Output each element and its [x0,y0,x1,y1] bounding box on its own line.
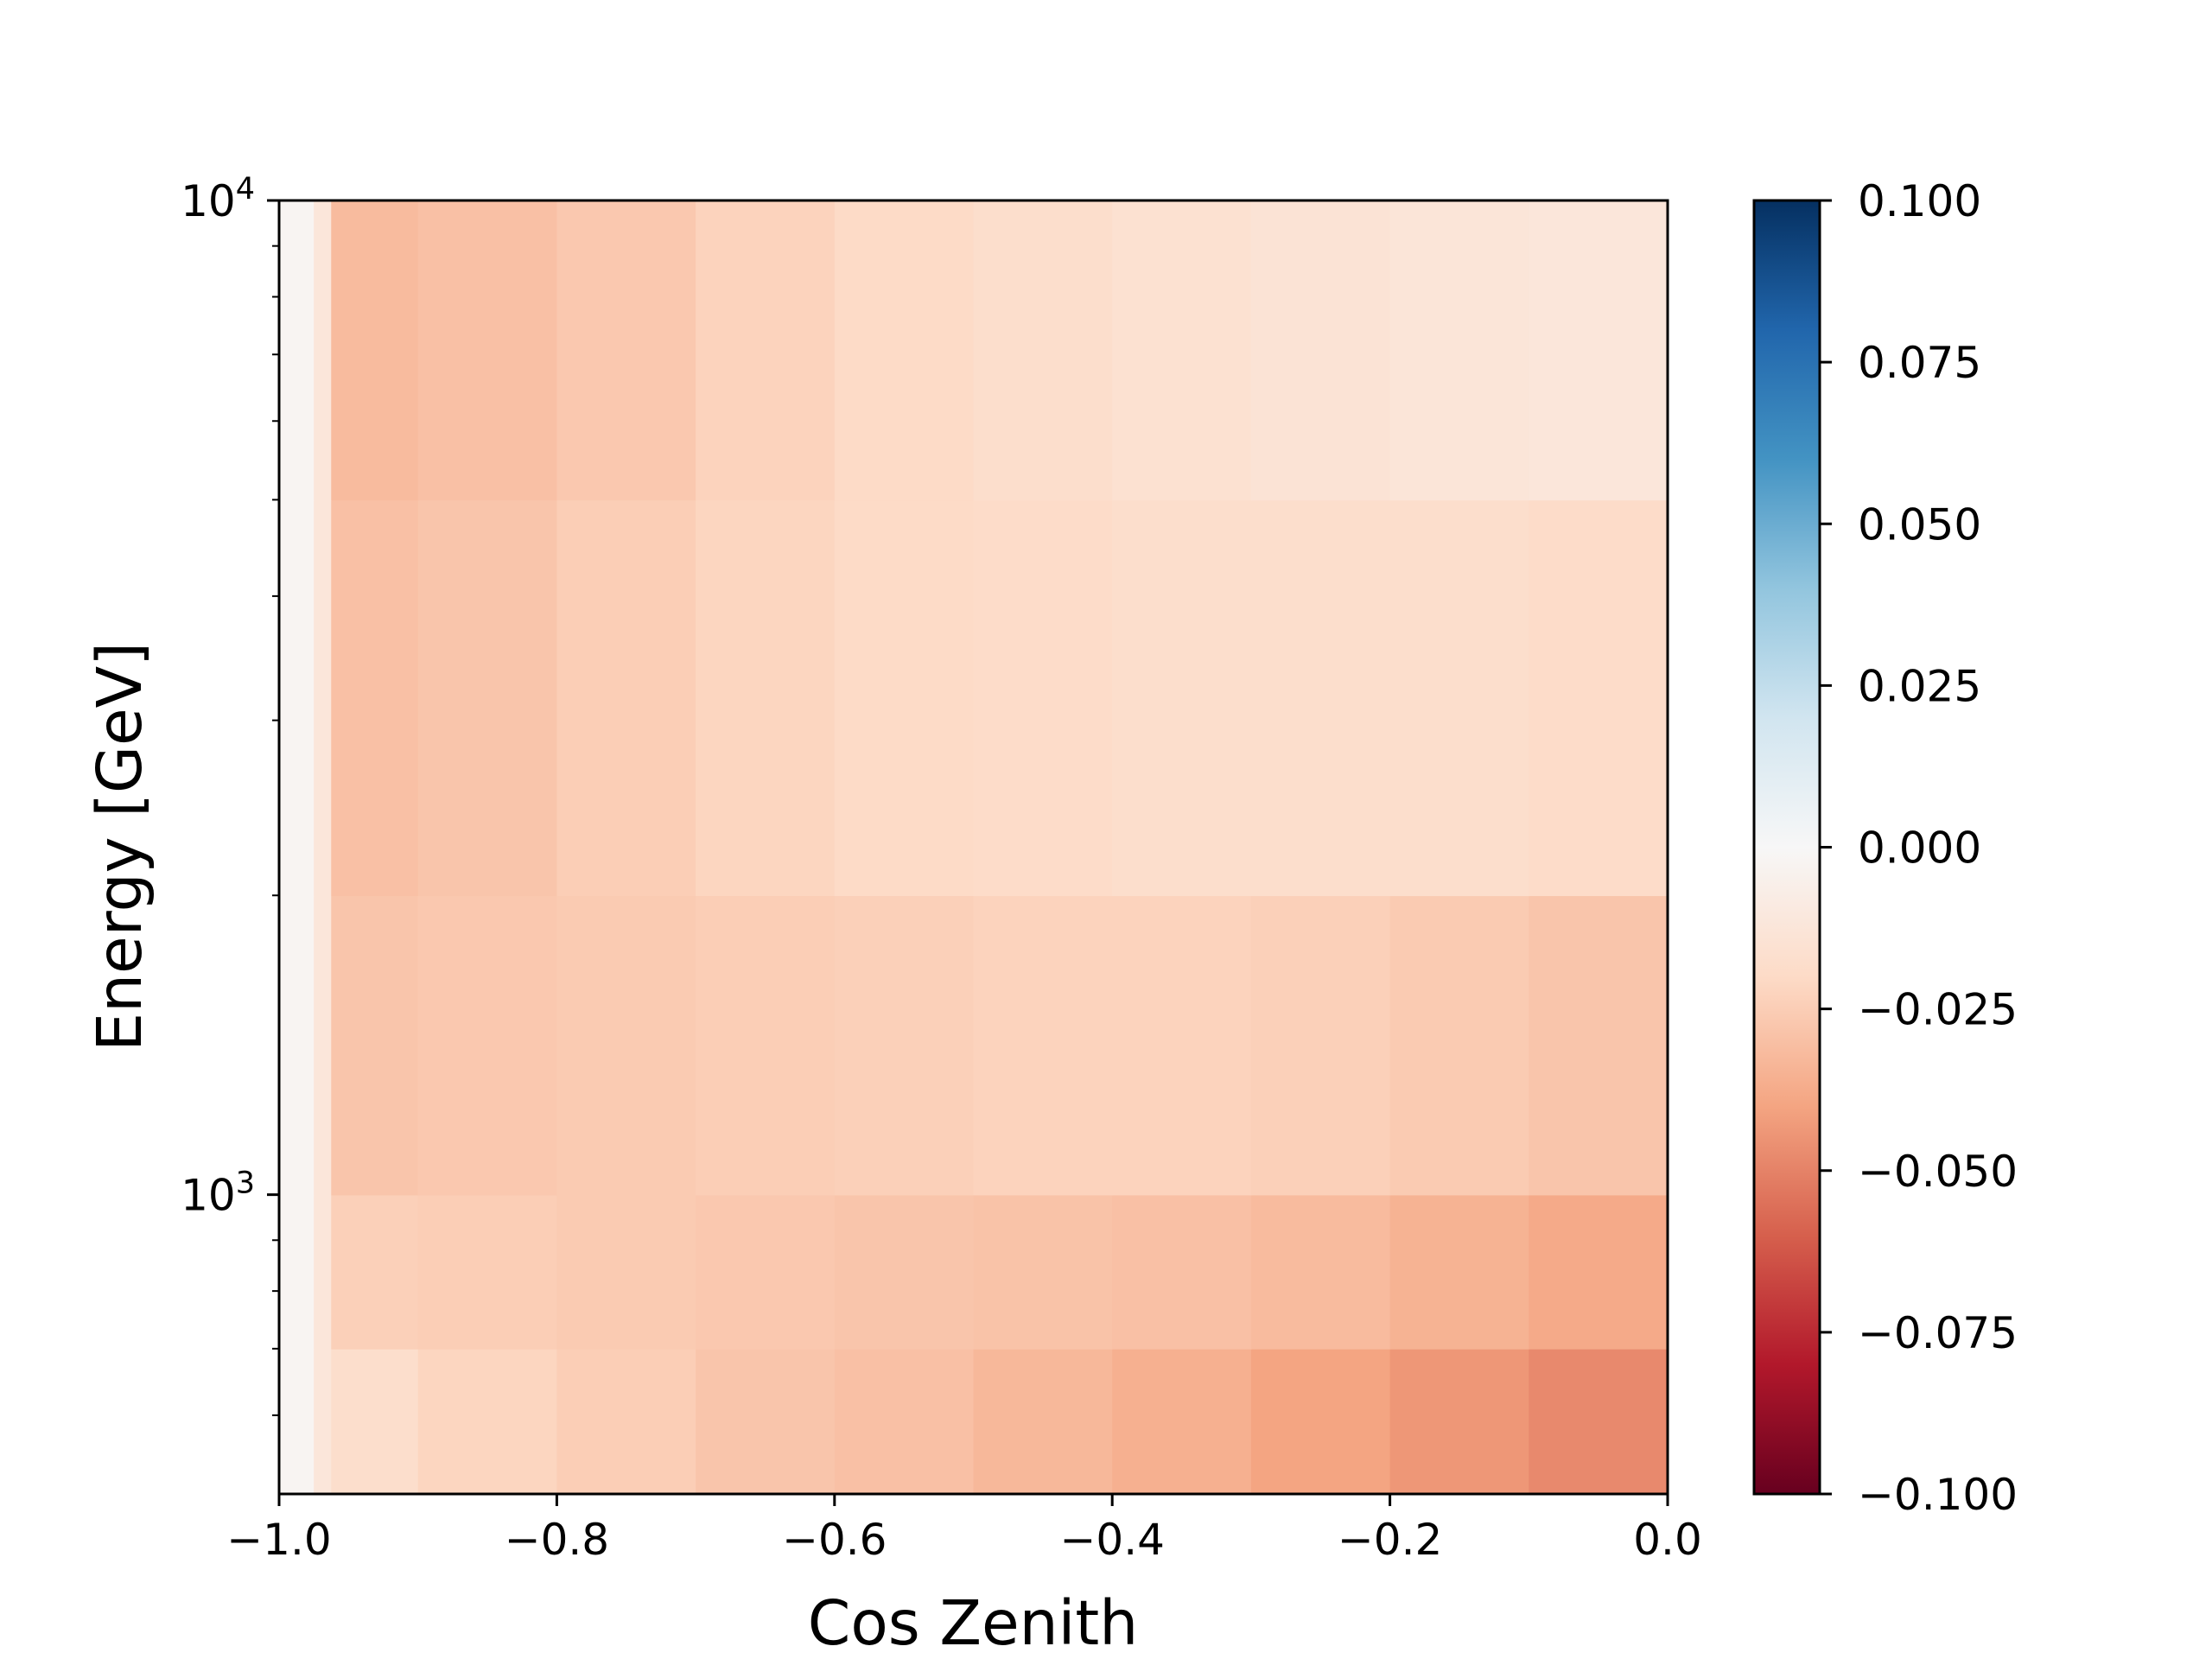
colorbar-ticks: 0.100 0.075 0.050 0.025 0.000 −0.025 −0.050 −0.… [1820,176,2018,1520]
y-tick-base: 10 [181,176,236,226]
heatmap-cell [279,895,315,1196]
x-tick-label: −1.0 [226,1515,331,1565]
colorbar-tick-label: 0.000 [1858,823,1981,874]
heatmap-cell [279,499,315,897]
heatmap-cell [973,200,1113,501]
colorbar-tick-label: 0.100 [1858,176,1981,226]
heatmap-cell [1112,1348,1252,1494]
heatmap-cell [1389,499,1530,897]
heatmap-cell [314,200,333,501]
heatmap-cell [1250,499,1391,897]
heatmap-cell [331,1348,419,1494]
heatmap-cell [1112,1194,1252,1350]
heatmap-cell [696,499,836,897]
heatmap-cell [834,1348,975,1494]
heatmap-cell [696,1348,836,1494]
heatmap-cell [834,1194,975,1350]
colorbar-tick-label: 0.075 [1858,338,1981,388]
x-tick-label: −0.2 [1338,1515,1442,1565]
x-axis: −1.0 −0.8 −0.6 −0.4 −0.2 0.0 [226,1494,1702,1565]
heatmap-cell [331,895,419,1196]
heatmap-cell [556,1194,696,1350]
heatmap-cell [1389,200,1530,501]
y-tick-label: 104 [181,172,255,226]
heatmap-cell [834,200,975,501]
heatmap-cell [331,499,419,897]
heatmap-cell [696,200,836,501]
heatmap-cell [314,1194,333,1350]
heatmap-cell [973,499,1113,897]
heatmap-cell [1250,1348,1391,1494]
heatmap-cell [834,499,975,897]
heatmap-cell [417,895,558,1196]
heatmap-cell [1250,200,1391,501]
y-tick-exponent: 3 [236,1166,255,1201]
heatmap-cell [417,1348,558,1494]
heatmap-cell [1250,895,1391,1196]
heatmap-cell [1112,895,1252,1196]
y-axis-label: Energy [GeV] [84,642,156,1052]
heatmap-cell [973,1194,1113,1350]
heatmap-cell [973,1348,1113,1494]
colorbar-tick-label: −0.025 [1858,985,2018,1035]
colorbar-tick-label: 0.025 [1858,661,1981,711]
colorbar-tick-label: −0.075 [1858,1308,2018,1358]
y-tick-label: 103 [181,1166,255,1221]
heatmap-cell [417,499,558,897]
heatmap-cell [1529,1348,1668,1494]
heatmap-cell [331,1194,419,1350]
heatmap-cell [1529,499,1668,897]
heatmap-cell [556,895,696,1196]
heatmap-cell [417,1194,558,1350]
heatmap-cell [696,895,836,1196]
x-tick-label: −0.4 [1059,1515,1164,1565]
heatmap-cell [314,499,333,897]
y-tick-base: 10 [181,1171,236,1221]
heatmap-cell [1529,200,1668,501]
heatmap-cell [973,895,1113,1196]
heatmap-cell [331,200,419,501]
x-axis-label: Cos Zenith [808,1587,1138,1659]
heatmap-cell [1112,499,1252,897]
heatmap-cells [279,200,1668,1494]
heatmap-cell [696,1194,836,1350]
heatmap-cell [1389,1348,1530,1494]
x-tick-label: −0.6 [782,1515,887,1565]
x-tick-label: −0.8 [505,1515,609,1565]
colorbar-tick-label: 0.050 [1858,499,1981,550]
colorbar-tick-label: −0.050 [1858,1147,2018,1197]
colorbar-tick-label: −0.100 [1858,1470,2018,1520]
heatmap-cell [1389,1194,1530,1350]
heatmap-cell [314,895,333,1196]
heatmap-cell [1529,1194,1668,1350]
heatmap-cell [1389,895,1530,1196]
x-tick-label: 0.0 [1633,1515,1702,1565]
heatmap-cell [279,1348,315,1494]
heatmap-cell [1112,200,1252,501]
heatmap-cell [556,200,696,501]
colorbar [1752,199,1821,1496]
y-tick-exponent: 4 [236,172,255,207]
heatmap-cell [417,200,558,501]
heatmap-cell [279,1194,315,1350]
heatmap-cell [1529,895,1668,1196]
heatmap-cell [1250,1194,1391,1350]
plot-frame [277,199,1669,1496]
heatmap-cell [834,895,975,1196]
heatmap-cell [556,499,696,897]
heatmap-cell [279,200,315,501]
heatmap-cell [314,1348,333,1494]
heatmap-cell [556,1348,696,1494]
